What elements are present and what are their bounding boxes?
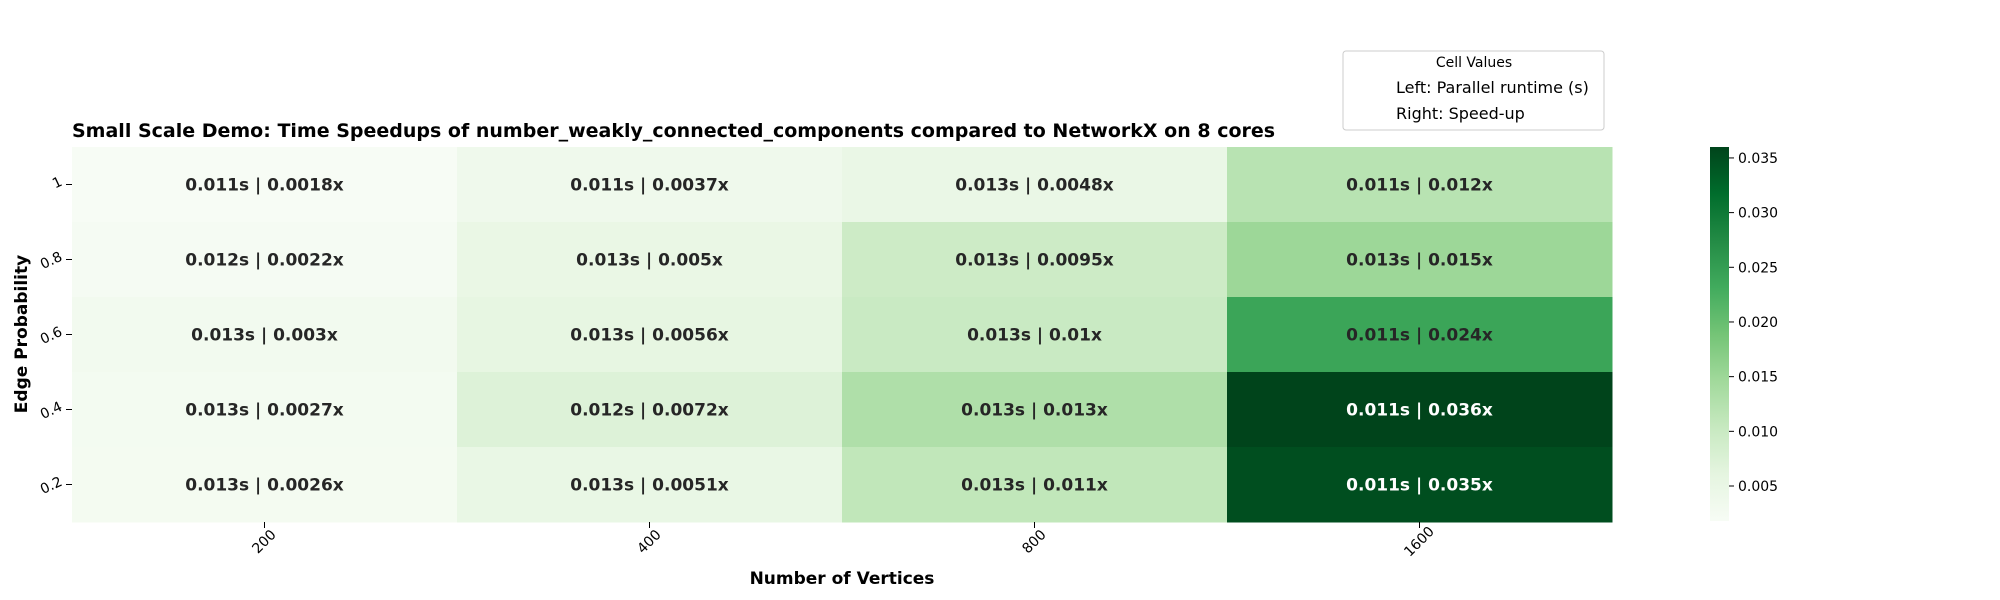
legend: Cell Values Left: Parallel runtime (s) R… bbox=[1342, 50, 1605, 131]
cell-label: 0.012s | 0.0072x bbox=[570, 401, 729, 421]
colorbar-tick-label: 0.035 bbox=[1738, 151, 1778, 167]
colorbar-tick-label: 0.010 bbox=[1738, 424, 1778, 440]
heatmap-cell bbox=[72, 447, 458, 523]
cell-labels: 0.011s | 0.0018x 0.011s | 0.0037x 0.013s |… bbox=[185, 176, 1493, 496]
colorbar-tick-label: 0.030 bbox=[1738, 206, 1778, 222]
colorbar: 0.005 0.010 0.015 0.020 0.025 0.030 0.035 bbox=[1710, 147, 1778, 521]
heatmap-cell bbox=[457, 222, 843, 298]
heatmap-cell bbox=[842, 372, 1228, 448]
y-tick-label: 1 bbox=[50, 174, 65, 192]
cell-label: 0.013s | 0.015x bbox=[1346, 251, 1493, 271]
heatmap-cell bbox=[72, 222, 458, 298]
colorbar-tick-label: 0.020 bbox=[1738, 315, 1778, 331]
colorbar-tick-label: 0.025 bbox=[1738, 260, 1778, 276]
cell-label: 0.011s | 0.012x bbox=[1346, 176, 1493, 196]
cell-label: 0.013s | 0.011x bbox=[961, 476, 1108, 496]
legend-entry-speedup: Right: Speed-up bbox=[1396, 104, 1525, 123]
cell-label: 0.013s | 0.0027x bbox=[185, 401, 344, 421]
heatmap-cell bbox=[1227, 372, 1613, 448]
colorbar-tick-label: 0.005 bbox=[1738, 479, 1778, 495]
cell-label: 0.012s | 0.0022x bbox=[185, 251, 344, 271]
heatmap-cell bbox=[457, 447, 843, 523]
x-axis-ticks: 200 400 800 1600 bbox=[249, 522, 1438, 561]
cell-label: 0.013s | 0.0026x bbox=[185, 476, 344, 496]
heatmap-cell bbox=[842, 297, 1228, 373]
y-tick-label: 0.8 bbox=[38, 249, 65, 273]
x-tick-label: 400 bbox=[634, 527, 664, 557]
y-axis-label: Edge Probability bbox=[12, 255, 32, 413]
heatmap-cell bbox=[842, 147, 1228, 223]
colorbar-gradient bbox=[1710, 147, 1729, 521]
cell-label: 0.013s | 0.013x bbox=[961, 401, 1108, 421]
heatmap-cell bbox=[1227, 447, 1613, 523]
cell-label: 0.011s | 0.024x bbox=[1346, 326, 1493, 346]
x-axis-label: Number of Vertices bbox=[750, 569, 935, 589]
x-tick-label: 200 bbox=[249, 527, 279, 557]
heatmap-cell bbox=[72, 147, 458, 223]
y-tick-label: 0.2 bbox=[38, 474, 65, 498]
cell-label: 0.011s | 0.036x bbox=[1346, 401, 1493, 421]
cell-label: 0.011s | 0.035x bbox=[1346, 476, 1493, 496]
heatmap-cell bbox=[1227, 147, 1613, 223]
heatmap-cell bbox=[1227, 222, 1613, 298]
legend-frame bbox=[1342, 50, 1605, 131]
y-axis-ticks: 1 0.8 0.6 0.4 0.2 bbox=[38, 174, 72, 498]
cell-label: 0.013s | 0.01x bbox=[967, 326, 1102, 346]
cell-label: 0.013s | 0.0048x bbox=[955, 176, 1114, 196]
legend-entry-runtime: Left: Parallel runtime (s) bbox=[1396, 78, 1589, 97]
y-tick-label: 0.4 bbox=[38, 399, 65, 423]
heatmap-cell bbox=[457, 372, 843, 448]
x-tick-label: 800 bbox=[1019, 527, 1049, 557]
heatmap-cell bbox=[457, 147, 843, 223]
x-tick-label: 1600 bbox=[1401, 524, 1438, 561]
colorbar-tick-label: 0.015 bbox=[1738, 370, 1778, 386]
heatmap-cell bbox=[457, 297, 843, 373]
heatmap-cell bbox=[842, 222, 1228, 298]
cell-label: 0.013s | 0.003x bbox=[191, 326, 338, 346]
heatmap-cell bbox=[72, 297, 458, 373]
heatmap-cell bbox=[72, 372, 458, 448]
cell-label: 0.011s | 0.0037x bbox=[570, 176, 729, 196]
cell-label: 0.013s | 0.005x bbox=[576, 251, 723, 271]
cell-label: 0.013s | 0.0095x bbox=[955, 251, 1114, 271]
cell-label: 0.011s | 0.0018x bbox=[185, 176, 344, 196]
colorbar-ticks: 0.005 0.010 0.015 0.020 0.025 0.030 0.035 bbox=[1729, 151, 1778, 495]
heatmap-cell bbox=[842, 447, 1228, 523]
y-tick-label: 0.6 bbox=[38, 324, 65, 348]
heatmap-cells bbox=[72, 147, 1613, 523]
heatmap-cell bbox=[1227, 297, 1613, 373]
cell-label: 0.013s | 0.0056x bbox=[570, 326, 729, 346]
legend-title: Cell Values bbox=[1436, 55, 1512, 71]
cell-label: 0.013s | 0.0051x bbox=[570, 476, 729, 496]
chart-title: Small Scale Demo: Time Speedups of numbe… bbox=[72, 120, 1275, 142]
